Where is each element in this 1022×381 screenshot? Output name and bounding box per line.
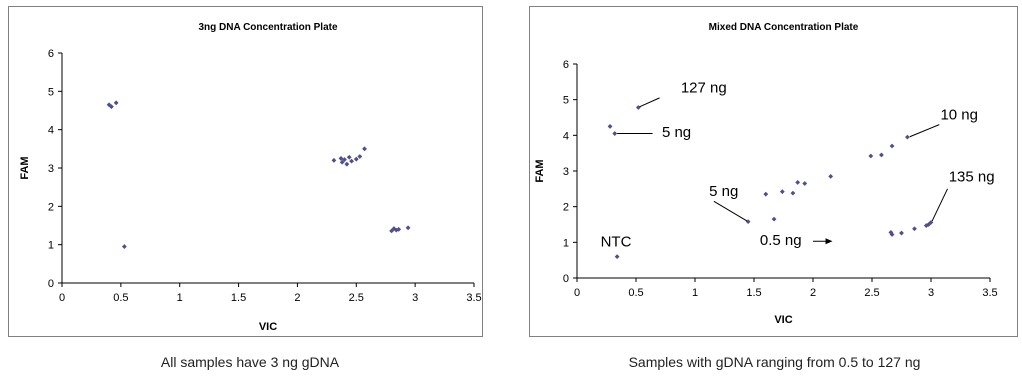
- y-tick-label: 2: [563, 202, 569, 214]
- x-tick-label: 1: [177, 292, 183, 304]
- y-tick-label: 4: [563, 130, 569, 142]
- caption-3ng: All samples have 3 ng gDNA: [160, 354, 340, 370]
- y-axis-label: FAM: [19, 156, 31, 179]
- y-tick-label: 6: [48, 48, 54, 60]
- y-tick-label: 5: [563, 95, 569, 107]
- x-tick-label: 2: [294, 292, 300, 304]
- x-tick-label: 1.5: [231, 292, 246, 304]
- y-tick-label: 6: [563, 59, 569, 71]
- chart-frame: [8, 6, 483, 337]
- annotation-label: 127 ng: [681, 80, 727, 97]
- x-tick-label: 3: [928, 287, 934, 299]
- data-point: [899, 230, 904, 236]
- data-point: [346, 154, 352, 160]
- x-tick-label: 1: [692, 287, 698, 299]
- data-point: [396, 226, 402, 232]
- annotation-leader-line: [639, 97, 660, 108]
- data-point: [331, 157, 337, 163]
- x-tick-label: 2.5: [349, 292, 364, 304]
- y-tick-label: 5: [48, 86, 54, 98]
- y-tick-label: 2: [48, 201, 54, 213]
- y-tick-label: 0: [563, 273, 569, 285]
- data-point: [353, 156, 359, 162]
- data-point: [635, 105, 641, 110]
- y-tick-label: 0: [48, 278, 54, 290]
- y-tick-label: 4: [48, 125, 54, 137]
- y-tick-label: 3: [563, 166, 569, 178]
- data-point: [779, 189, 785, 195]
- data-point: [771, 216, 777, 222]
- x-tick-label: 0.5: [628, 287, 643, 299]
- x-axis-label: VIC: [774, 314, 792, 326]
- x-tick-label: 2: [810, 287, 816, 299]
- data-point: [357, 154, 363, 159]
- data-point: [339, 159, 345, 165]
- data-point: [344, 161, 350, 167]
- y-tick-label: 1: [563, 237, 569, 249]
- data-point: [342, 157, 347, 162]
- annotation-arrowhead: [825, 238, 833, 245]
- x-tick-label: 3.5: [466, 292, 481, 304]
- caption-mixed: Samples with gDNA ranging from 0.5 to 12…: [628, 354, 921, 370]
- y-tick-label: 3: [48, 163, 54, 175]
- chart-title: Mixed DNA Concentration Plate: [709, 22, 859, 33]
- data-point: [607, 124, 613, 129]
- data-point: [828, 173, 834, 179]
- chart-title: 3ng DNA Concentration Plate: [198, 22, 338, 33]
- data-point: [121, 244, 127, 249]
- x-tick-label: 1.5: [746, 287, 761, 299]
- chart-panel-mixed: Mixed DNA Concentration Plate 0 0.5 1 1.5 2 2.…: [527, 0, 1022, 381]
- data-point: [905, 134, 910, 140]
- data-point: [912, 226, 917, 232]
- data-point: [349, 158, 354, 164]
- annotation-label: 5 ng: [662, 124, 691, 141]
- annotation-leader-line: [713, 200, 748, 222]
- x-tick-label: 3: [412, 292, 418, 304]
- x-tick-label: 0: [574, 287, 580, 299]
- data-point: [109, 104, 114, 110]
- x-tick-label: 3.5: [982, 287, 997, 299]
- x-tick-label: 0: [59, 292, 65, 304]
- data-point: [113, 100, 119, 106]
- annotation-label: 10 ng: [940, 106, 978, 123]
- scatter-chart-3ng: 3ng DNA Concentration Plate 0 0.5 1 1.5 2 2.5 3…: [8, 6, 483, 337]
- y-axis-label: FAM: [534, 159, 546, 182]
- annotation-leader-line: [931, 188, 948, 222]
- x-axis-label: VIC: [259, 321, 277, 333]
- chart-frame: [529, 6, 1018, 337]
- data-point: [391, 226, 397, 231]
- data-point: [612, 131, 618, 136]
- annotation-label: 5 ng: [709, 183, 738, 200]
- data-point: [928, 219, 934, 225]
- data-point: [362, 146, 367, 152]
- annotation-leader-line: [909, 124, 940, 138]
- annotation-label: 0.5 ng: [760, 232, 802, 249]
- data-point: [795, 180, 801, 185]
- data-point: [926, 222, 932, 227]
- x-tick-label: 2.5: [864, 287, 879, 299]
- data-point: [614, 254, 620, 259]
- x-tick-label: 0.5: [113, 292, 128, 304]
- data-point: [338, 156, 344, 161]
- data-point: [802, 181, 808, 186]
- scatter-chart-mixed: Mixed DNA Concentration Plate 0 0.5 1 1.5 2 2.…: [529, 6, 1018, 337]
- annotation-label: 135 ng: [949, 169, 995, 186]
- chart-panel-3ng: 3ng DNA Concentration Plate 0 0.5 1 1.5 2 2.5 3…: [0, 0, 500, 381]
- y-tick-label: 1: [48, 240, 54, 252]
- annotation-label: NTC: [601, 234, 632, 251]
- data-point: [405, 225, 411, 231]
- data-point: [888, 229, 894, 235]
- data-point: [763, 191, 769, 197]
